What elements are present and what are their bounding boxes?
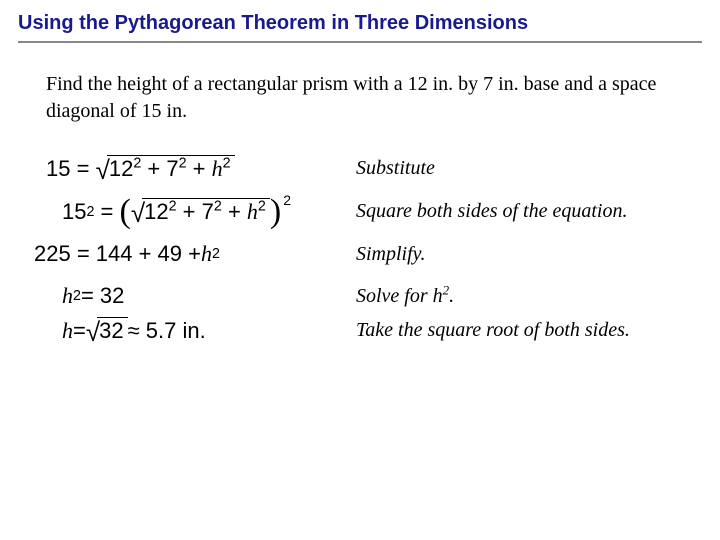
step-1: 15 = √ 122 + 72 + h2 Substitute [46,155,702,182]
sqrt-icon: √ 122 + 72 + h2 [131,198,270,225]
problem-statement: Find the height of a rectangular prism w… [46,71,682,125]
step-1-note: Substitute [356,157,435,180]
step-3-var: h [201,241,212,267]
term-b: 7 [202,199,214,224]
step-2: 152 = ( √ 122 + 72 + h2 ) 2 Square both … [46,198,702,225]
solution-steps: 15 = √ 122 + 72 + h2 Substitute 152 = ( … [46,155,702,344]
step-1-lhs: 15 = [46,156,89,182]
step-2-note: Square both sides of the equation. [356,200,627,223]
step-2-lhs: 15 [62,199,86,225]
page-title: Using the Pythagorean Theorem in Three D… [18,12,702,43]
step-5-pre: = [73,318,86,344]
step-4-rhs: = 32 [81,283,124,309]
step-4-var: h [62,283,73,309]
step-3-equation: 225 = 144 + 49 + h2 [34,241,356,267]
term-a: 12 [144,199,168,224]
step-4: h2 = 32 Solve for h2. [46,283,702,309]
step-2-equation: 152 = ( √ 122 + 72 + h2 ) 2 [62,198,356,225]
step-5-rad: 32 [97,317,127,344]
step-3-note: Simplify. [356,243,425,266]
paren-group: ( √ 122 + 72 + h2 ) 2 [120,198,289,225]
step-4-equation: h2 = 32 [62,283,356,309]
step-4-note: Solve for h2. [356,285,454,308]
step-3-text: 225 = 144 + 49 + [34,241,201,267]
term-c: h [212,156,223,181]
step-5-var: h [62,318,73,344]
sqrt-icon: √ 32 [86,317,128,344]
step-5-approx: ≈ 5.7 in. [128,318,206,344]
term-b: 7 [166,156,178,181]
term-c: h [247,199,258,224]
step-4-note-a: Solve for h [356,285,443,307]
term-a: 12 [109,156,133,181]
step-5-equation: h = √ 32 ≈ 5.7 in. [62,317,356,344]
step-1-equation: 15 = √ 122 + 72 + h2 [46,155,356,182]
step-5-note: Take the square root of both sides. [356,319,630,342]
sqrt-icon: √ 122 + 72 + h2 [96,155,235,182]
step-5: h = √ 32 ≈ 5.7 in. Take the square root … [46,317,702,344]
step-3: 225 = 144 + 49 + h2 Simplify. [34,241,702,267]
step-4-note-b: . [449,285,454,307]
